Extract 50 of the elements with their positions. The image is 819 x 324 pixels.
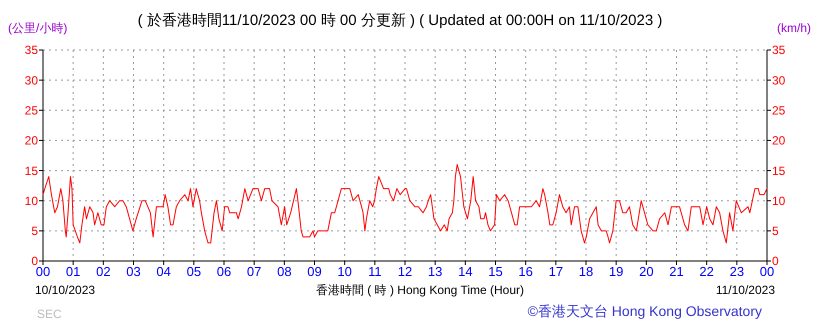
x-tick-label: 15 [488, 264, 503, 279]
y2-tick-label: 35 [772, 43, 786, 58]
text: ©香港天文台 Hong Kong Observatory [528, 303, 762, 319]
x-tick-label: 16 [518, 264, 533, 279]
y2-tick-label: 0 [772, 254, 779, 268]
y-tick-label: 0 [31, 254, 38, 268]
x-tick-label: 09 [307, 264, 322, 279]
x-tick-label: 10 [337, 264, 352, 279]
x-tick-label: 20 [639, 264, 654, 279]
y2-tick-label: 20 [772, 134, 786, 148]
x-tick-label: 06 [216, 264, 232, 279]
x-tick-label: 19 [608, 264, 624, 279]
y-tick-label: 10 [24, 194, 38, 208]
x-tick-label: 18 [578, 264, 594, 279]
x-tick-label: 12 [398, 264, 412, 279]
y-axis-title: (公里/小時) [8, 21, 68, 35]
y2-tick-label: 10 [772, 194, 786, 208]
x-tick-label: 13 [428, 264, 442, 279]
x-tick-label: 00 [36, 264, 50, 279]
y-tick-label: 30 [24, 73, 38, 88]
x-tick-label: 23 [730, 264, 744, 279]
x-tick-label: 00 [760, 264, 774, 279]
text: 10/10/2023 [35, 283, 96, 297]
x-tick-label: 01 [66, 264, 80, 279]
x-tick-label: 05 [186, 264, 202, 279]
text: 11/10/2023 [716, 283, 776, 297]
text: SEC [37, 307, 62, 321]
x-tick-label: 08 [277, 264, 292, 279]
y2-tick-label: 25 [772, 103, 786, 118]
x-tick-label: 22 [699, 264, 714, 279]
x-tick-label: 04 [156, 264, 171, 279]
line-series [42, 164, 768, 244]
y2-tick-label: 5 [772, 224, 779, 238]
x-axis-title: 香港時間 ( 時 ) Hong Kong Time (Hour) [316, 283, 524, 297]
y2-tick-label: 15 [772, 164, 786, 178]
y-tick-label: 35 [24, 43, 38, 58]
x-tick-label: 03 [126, 264, 141, 279]
x-tick-label: 11 [368, 264, 382, 279]
x-tick-label: 14 [458, 264, 473, 279]
y-tick-label: 20 [24, 134, 38, 148]
y-tick-label: 5 [31, 224, 38, 238]
chart-title: ( 於香港時間11/10/2023 00 時 00 分更新 ) ( Updated at 00:00H on 11/10/2023 ) [138, 12, 662, 29]
y-tick-label: 15 [24, 164, 38, 178]
x-tick-label: 02 [96, 264, 111, 279]
y2-axis-title: (km/h) [777, 21, 811, 35]
x-tick-label: 17 [548, 264, 564, 279]
y-tick-label: 25 [24, 103, 38, 118]
x-tick-label: 21 [669, 264, 684, 279]
x-tick-label: 07 [246, 264, 262, 279]
y2-tick-label: 30 [772, 73, 786, 88]
